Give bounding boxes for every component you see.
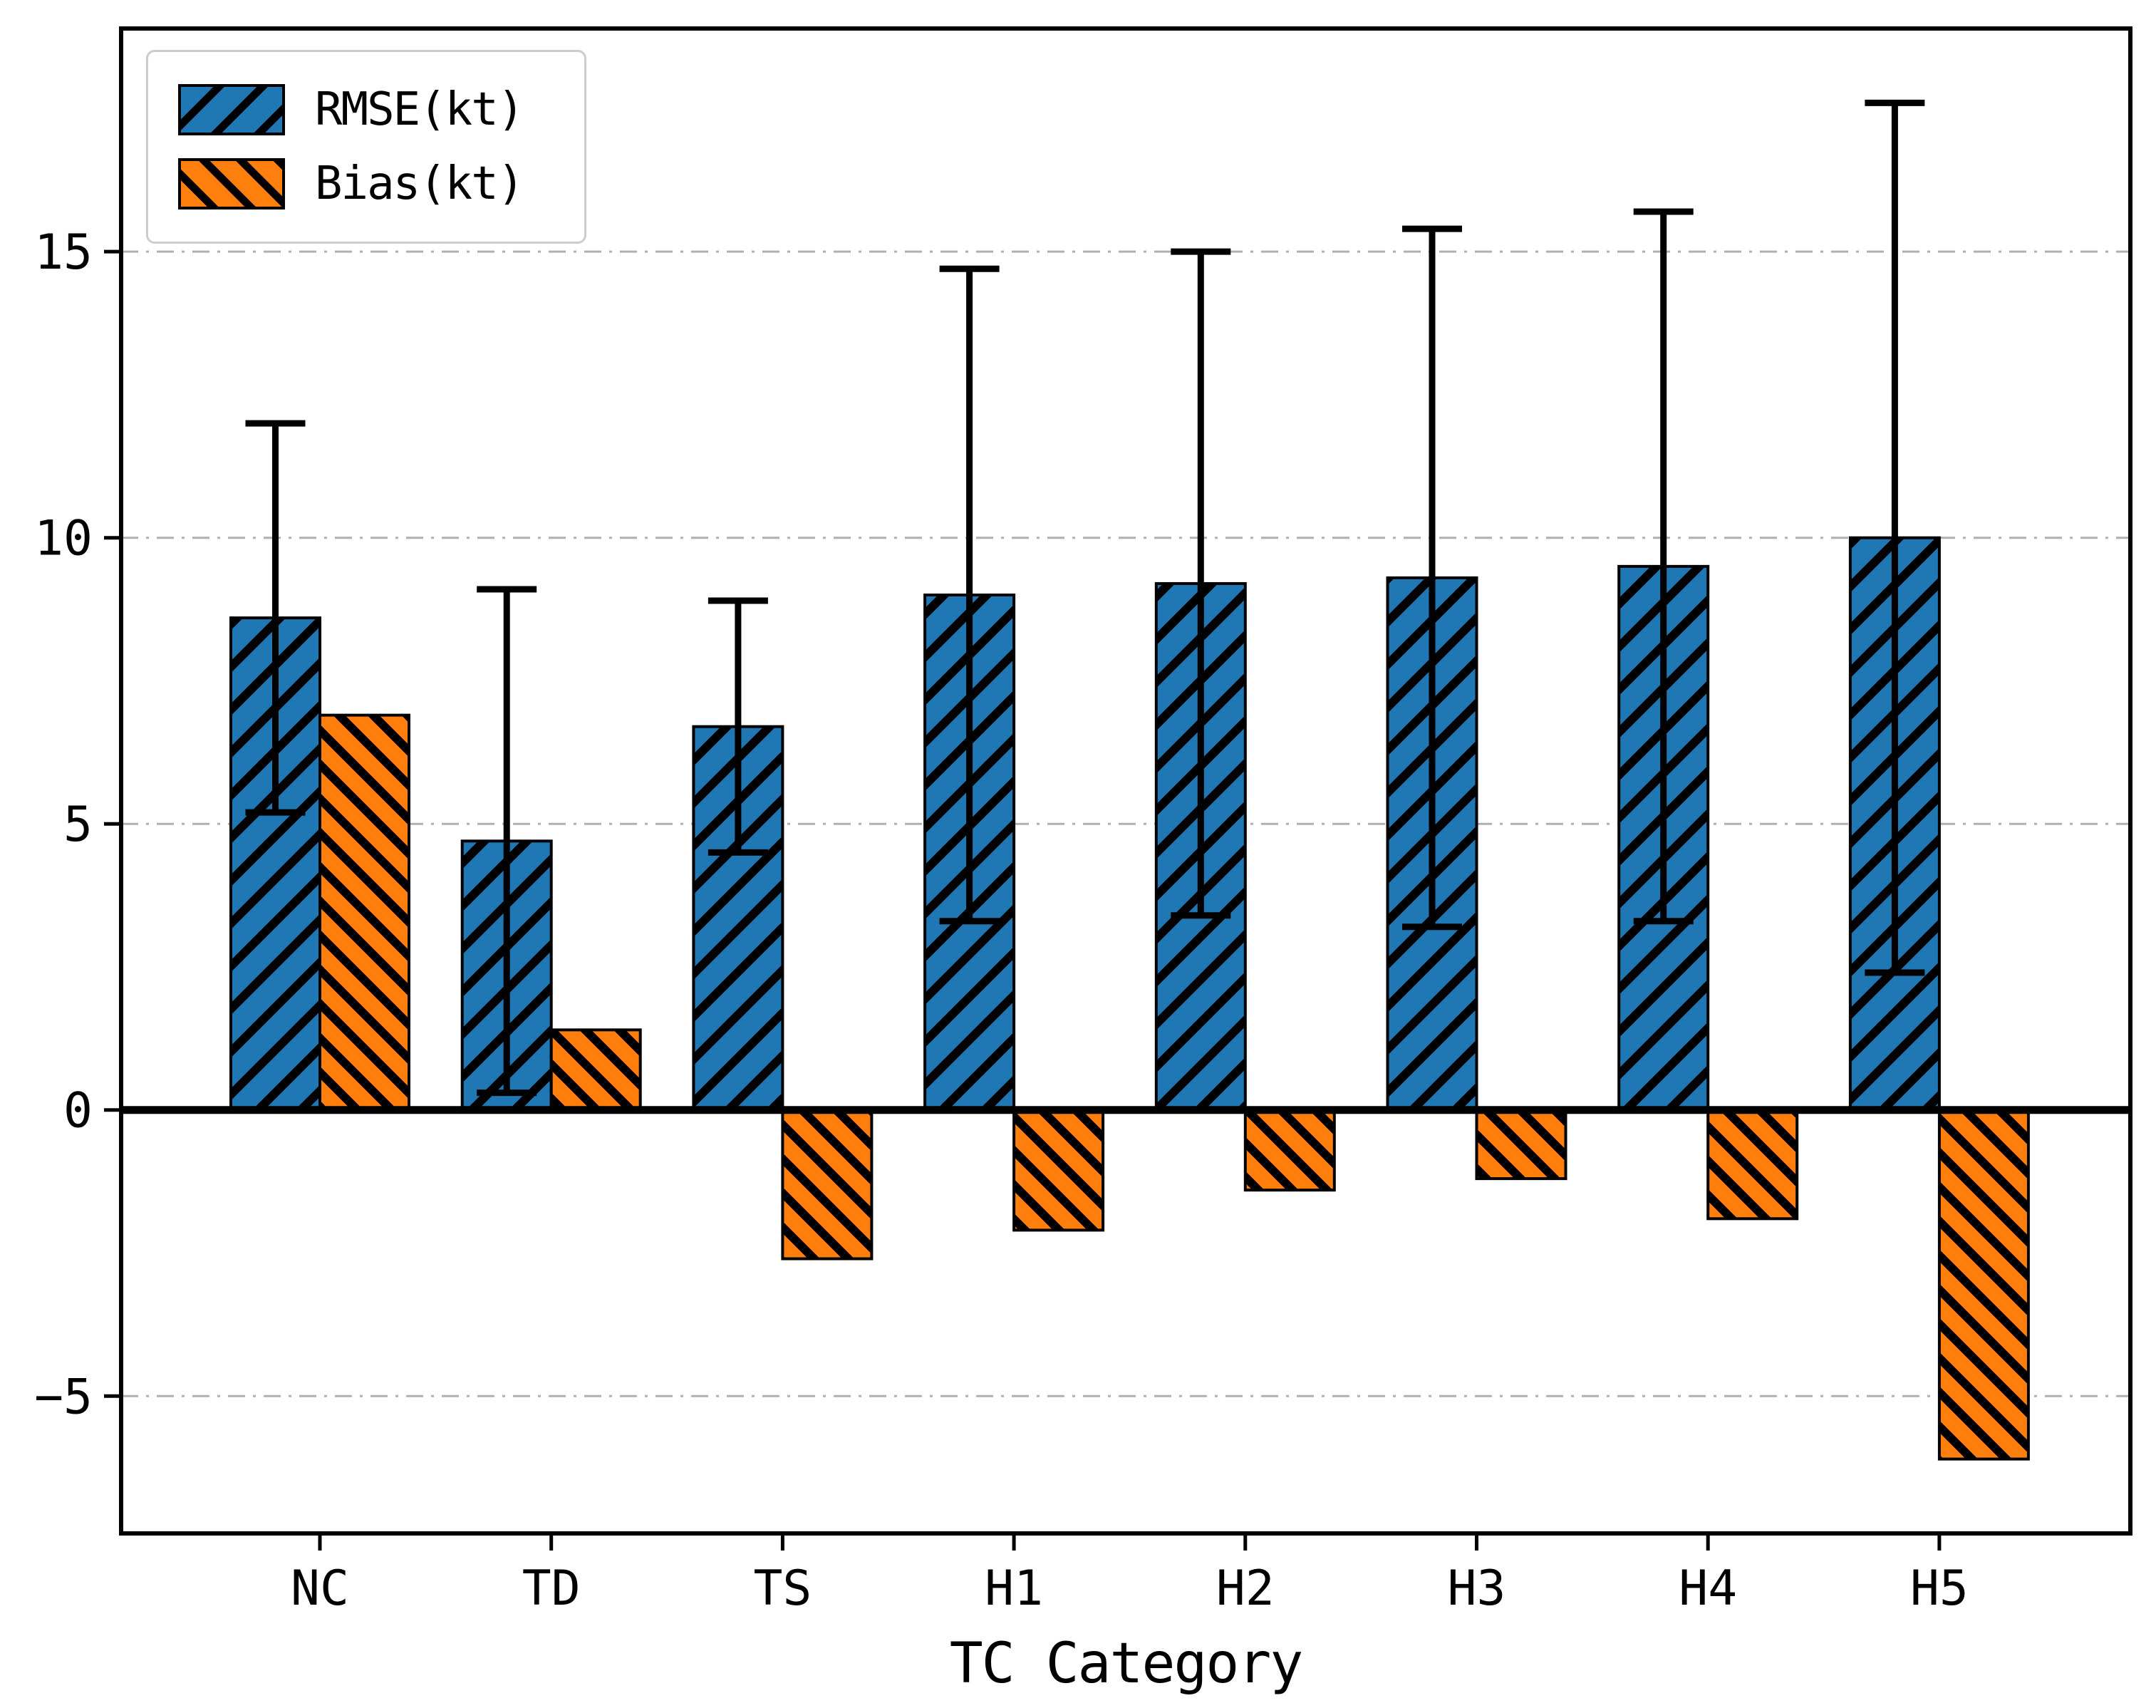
legend-item-rmse: RMSE(kt): [178, 83, 584, 136]
bar-bias-NC-hatch: [318, 713, 410, 1112]
xtick-label-H5: H5: [1910, 1561, 1969, 1617]
legend-label-rmse: RMSE(kt): [315, 83, 524, 136]
bar-bias-H2-hatch: [1243, 1108, 1336, 1192]
ytick-label-5: 5: [63, 797, 93, 853]
xtick-label-TS: TS: [753, 1561, 812, 1617]
legend-label-bias: Bias(kt): [315, 157, 524, 210]
xtick-label-H1: H1: [985, 1561, 1043, 1617]
xtick-label-TD: TD: [522, 1561, 581, 1617]
ytick-label-0: 0: [63, 1083, 93, 1139]
x-axis-title: TC Category: [949, 1632, 1304, 1696]
ytick-label-10: 10: [34, 511, 93, 567]
bar-bias-TS-hatch: [781, 1108, 874, 1261]
axes-frame: [119, 26, 2132, 1536]
legend-item-bias: Bias(kt): [178, 157, 584, 210]
rmse-swatch-icon: [178, 84, 285, 135]
legend: RMSE(kt) Bias(kt): [146, 50, 586, 244]
bias-swatch-icon: [178, 158, 285, 209]
bar-bias-TD-hatch: [549, 1028, 642, 1112]
bar-bias-H4-hatch: [1706, 1108, 1799, 1221]
xtick-label-H4: H4: [1679, 1561, 1737, 1617]
bar-bias-H5-hatch: [1937, 1108, 2030, 1461]
xtick-label-H3: H3: [1448, 1561, 1506, 1617]
ytick-label-15: 15: [34, 224, 93, 281]
bar-bias-H3-hatch: [1475, 1108, 1567, 1181]
xtick-label-NC: NC: [291, 1561, 349, 1617]
bar-bias-H1-hatch: [1012, 1108, 1105, 1232]
ytick-label--5: −5: [34, 1369, 93, 1425]
xtick-label-H2: H2: [1216, 1561, 1275, 1617]
